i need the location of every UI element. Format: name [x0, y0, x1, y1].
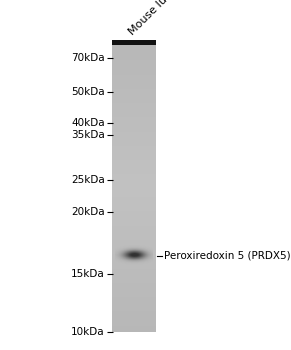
Text: 25kDa: 25kDa [71, 175, 105, 184]
Text: 35kDa: 35kDa [71, 130, 105, 140]
Text: 50kDa: 50kDa [71, 87, 105, 97]
Text: Peroxiredoxin 5 (PRDX5): Peroxiredoxin 5 (PRDX5) [164, 251, 291, 260]
Text: Mouse lung: Mouse lung [127, 0, 179, 37]
Text: 10kDa: 10kDa [71, 327, 105, 337]
Text: 40kDa: 40kDa [71, 118, 105, 127]
Bar [112, 40, 156, 45]
Text: 15kDa: 15kDa [71, 270, 105, 279]
Text: 20kDa: 20kDa [71, 208, 105, 217]
Text: 70kDa: 70kDa [71, 53, 105, 63]
